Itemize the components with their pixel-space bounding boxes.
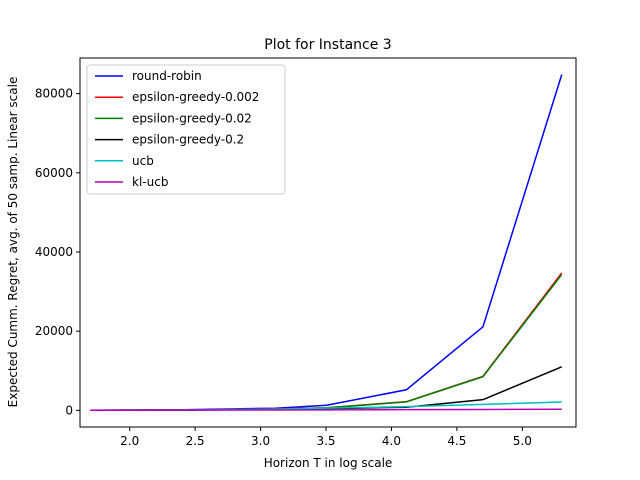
legend-label-epsilon-greedy-0.02: epsilon-greedy-0.02 [132,111,252,125]
legend-box [86,64,286,195]
y-tick-label: 60000 [35,166,73,180]
x-axis-ticks: 2.0 2.5 3.0 3.5 4.0 4.5 5.0 [120,427,532,448]
y-axis-ticks: 0 20000 40000 60000 80000 [35,87,80,417]
series-line-epsilon-greedy-0.02 [90,274,563,412]
y-tick-label: 80000 [35,87,73,101]
x-tick-label: 4.5 [447,434,466,448]
series-line-kl-ucb [90,408,562,412]
plot-area-frame [79,57,577,428]
y-tick-label: 40000 [35,245,73,259]
x-tick-label: 2.5 [186,434,205,448]
chart-title: Plot for Instance 3 [264,37,391,53]
x-tick-label: 4.0 [382,434,401,448]
legend-label-kl-ucb: kl-ucb [132,175,168,189]
series-line-epsilon-greedy-0.002 [90,272,563,412]
legend-label-epsilon-greedy-0.2: epsilon-greedy-0.2 [132,133,244,147]
plot-series-group [90,74,563,412]
y-axis-label: Expected Cumm. Regret, avg. of 50 samp. … [6,77,20,408]
y-tick-label: 20000 [35,324,73,338]
x-tick-label: 5.0 [513,434,532,448]
legend: round-robin epsilon-greedy-0.002 epsilon-g… [86,64,286,195]
legend-label-epsilon-greedy-0.002: epsilon-greedy-0.002 [132,90,259,104]
x-tick-label: 3.5 [316,434,335,448]
y-tick-label: 0 [65,403,73,417]
x-tick-label: 2.0 [120,434,139,448]
legend-label-ucb: ucb [132,154,154,168]
x-tick-label: 3.0 [251,434,270,448]
legend-label-round-robin: round-robin [132,69,202,83]
x-axis-label: Horizon T in log scale [264,456,393,470]
